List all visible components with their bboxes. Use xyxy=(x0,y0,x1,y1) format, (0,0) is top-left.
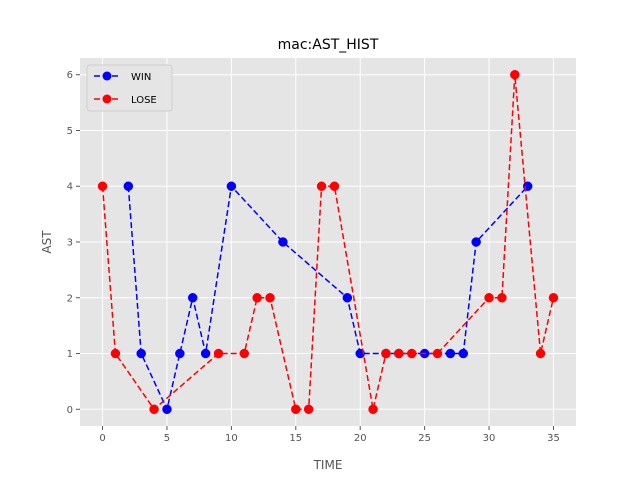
x-tick-label: 30 xyxy=(483,433,496,444)
data-point-win xyxy=(342,293,353,303)
legend-box xyxy=(86,64,173,112)
data-point-lose xyxy=(291,404,301,415)
data-point-lose xyxy=(252,293,262,303)
x-axis-label: TIME xyxy=(313,458,343,472)
legend-marker-win xyxy=(102,71,112,81)
grid xyxy=(80,58,576,426)
ticks: 0 5 10 15 20 25 30 35 0 1 2 3 4 5 6 xyxy=(67,70,560,444)
data-point-lose xyxy=(265,293,275,303)
x-tick-label: 5 xyxy=(164,433,170,444)
data-point-lose xyxy=(510,69,520,80)
data-point-lose xyxy=(484,293,494,303)
data-point-lose xyxy=(329,181,340,191)
data-point-win xyxy=(471,237,481,247)
data-point-lose xyxy=(406,348,417,359)
legend-label-win: WIN xyxy=(131,72,151,83)
data-point-lose xyxy=(497,293,507,303)
legend-marker-lose xyxy=(102,94,112,104)
data-point-lose xyxy=(381,348,391,359)
data-point-win xyxy=(136,348,146,359)
data-point-lose xyxy=(432,348,443,359)
data-point-lose xyxy=(149,404,159,415)
x-tick-label: 35 xyxy=(547,433,560,444)
y-tick-label: 0 xyxy=(67,405,73,416)
data-point-win xyxy=(123,181,134,191)
legend: WIN LOSE xyxy=(86,64,173,112)
data-point-lose xyxy=(110,348,121,359)
data-point-win xyxy=(278,237,288,247)
x-tick-label: 0 xyxy=(99,433,105,444)
data-point-lose xyxy=(97,181,108,191)
y-axis-label: AST xyxy=(40,230,54,254)
y-tick-label: 2 xyxy=(67,293,73,304)
y-tick-label: 4 xyxy=(67,182,73,193)
chart-title: mac:AST_HIST xyxy=(278,37,379,53)
y-tick-label: 5 xyxy=(67,126,73,137)
data-point-lose xyxy=(303,404,314,415)
series-lose xyxy=(97,69,559,415)
x-tick-label: 25 xyxy=(418,433,431,444)
data-point-lose xyxy=(548,293,559,303)
y-tick-label: 3 xyxy=(67,238,73,249)
data-point-lose xyxy=(316,181,327,191)
data-point-win xyxy=(445,348,456,359)
data-point-win xyxy=(226,181,237,191)
data-point-lose xyxy=(394,348,404,359)
data-point-win xyxy=(175,348,185,359)
data-point-win xyxy=(187,293,198,303)
x-tick-label: 15 xyxy=(289,433,302,444)
y-tick-label: 6 xyxy=(67,70,73,81)
data-point-lose xyxy=(368,404,378,415)
x-tick-label: 20 xyxy=(354,433,367,444)
data-point-win xyxy=(458,348,469,359)
data-point-win xyxy=(200,348,211,359)
legend-label-lose: LOSE xyxy=(131,95,157,106)
data-point-lose xyxy=(239,348,250,359)
data-point-lose xyxy=(535,348,546,359)
x-tick-label: 10 xyxy=(225,433,238,444)
y-tick-label: 1 xyxy=(67,349,73,360)
data-point-lose xyxy=(213,348,224,359)
series-layer xyxy=(97,69,559,415)
data-point-win xyxy=(162,404,172,415)
